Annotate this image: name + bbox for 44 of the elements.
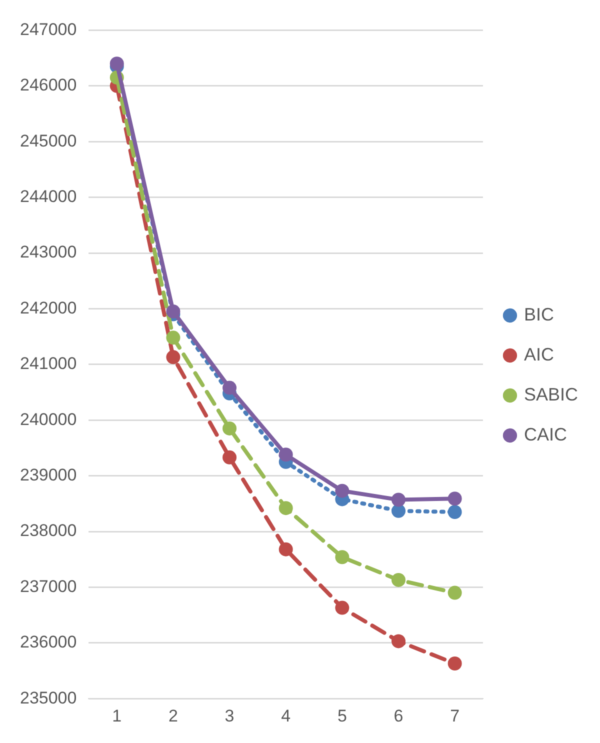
point [166,350,180,364]
point [110,56,124,71]
point [392,492,406,507]
point [222,421,237,436]
y-tick-label: 247000 [20,20,77,39]
point [392,634,406,648]
x-tick-label: 7 [450,706,460,726]
point [448,656,462,671]
legend-label: SABIC [524,384,578,404]
point [335,484,350,498]
y-tick-label: 246000 [20,76,77,95]
point [278,448,293,462]
x-tick-label: 1 [112,706,122,726]
y-tick-label: 235000 [20,688,77,708]
legend-label: BIC [524,304,554,324]
y-tick-label: 245000 [20,131,77,150]
y-tick-label: 244000 [20,186,77,206]
y-tick-label: 236000 [20,632,77,652]
y-tick-label: 243000 [20,242,77,262]
point [335,550,350,564]
x-tick-label: 5 [337,706,347,726]
point [166,330,180,345]
y-tick-label: 240000 [20,410,77,429]
x-tick-label: 2 [168,706,178,726]
point [278,501,293,516]
point [222,450,237,464]
point [278,542,293,556]
x-tick-label: 4 [281,706,291,726]
point [448,505,462,520]
x-tick-label: 6 [394,706,404,726]
y-tick-label: 239000 [20,465,77,484]
legend-label: CAIC [524,424,567,444]
y-tick-label: 242000 [20,298,77,318]
point [448,586,462,600]
point [448,492,462,506]
point [335,600,350,615]
x-tick-label: 3 [224,706,234,726]
point [392,572,406,587]
legend-label: AIC [524,344,554,364]
y-tick-label: 237000 [20,576,77,596]
y-tick-label: 241000 [20,354,77,374]
y-tick-label: 238000 [20,521,77,540]
point [392,504,406,518]
point [222,380,237,395]
